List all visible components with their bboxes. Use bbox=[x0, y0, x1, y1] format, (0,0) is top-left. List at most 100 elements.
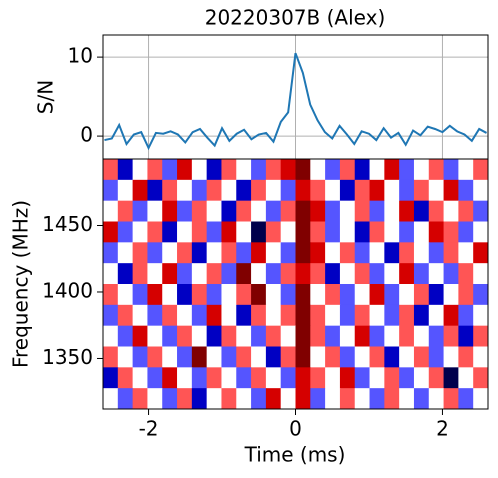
heatmap-cell bbox=[117, 284, 134, 306]
heatmap-cell bbox=[162, 200, 178, 222]
heatmap-cell bbox=[428, 221, 445, 243]
heatmap-cell bbox=[384, 325, 400, 347]
heatmap-cell bbox=[428, 388, 445, 410]
heatmap-cell bbox=[369, 304, 385, 327]
heatmap-cell bbox=[191, 388, 208, 410]
heatmap-cell bbox=[443, 388, 459, 410]
heatmap-cell bbox=[117, 304, 134, 327]
heatmap-cell bbox=[295, 325, 311, 347]
heatmap-cell bbox=[147, 179, 163, 202]
heatmap-cell bbox=[177, 284, 193, 306]
heatmap-cell bbox=[428, 304, 445, 327]
heatmap-cell bbox=[369, 325, 385, 347]
heatmap-cell bbox=[458, 159, 474, 181]
heatmap-cell bbox=[384, 221, 400, 243]
heatmap-cell bbox=[399, 221, 415, 243]
heatmap-cell bbox=[443, 346, 459, 368]
x-tick-label: 0 bbox=[289, 417, 302, 441]
heatmap-cell bbox=[221, 304, 237, 327]
heatmap-cell bbox=[191, 221, 208, 243]
heatmap-cell bbox=[177, 159, 193, 181]
heatmap-cell bbox=[399, 388, 415, 410]
heatmap-cell bbox=[458, 179, 474, 202]
heatmap-cell bbox=[443, 367, 459, 389]
heatmap-cell bbox=[413, 179, 430, 202]
heatmap-cell bbox=[295, 200, 311, 222]
heatmap-cell bbox=[206, 284, 222, 306]
heatmap-cell bbox=[384, 179, 400, 202]
heatmap-cell bbox=[295, 346, 311, 368]
heatmap-cell bbox=[191, 367, 208, 389]
heatmap-cell bbox=[310, 200, 326, 222]
heatmap-cell bbox=[265, 346, 282, 368]
heatmap-cell bbox=[236, 179, 252, 202]
heatmap-cell bbox=[177, 221, 193, 243]
heatmap-cell bbox=[458, 367, 474, 389]
heatmap-cell bbox=[310, 242, 326, 264]
heatmap-cell bbox=[206, 263, 222, 285]
heatmap-cell bbox=[280, 200, 296, 222]
heatmap-cell bbox=[236, 367, 252, 389]
heatmap-cell bbox=[443, 242, 459, 264]
heatmap-cell bbox=[325, 367, 341, 389]
heatmap-cell bbox=[325, 346, 341, 368]
heatmap-cell bbox=[177, 388, 193, 410]
heatmap-cell bbox=[103, 325, 119, 347]
heatmap-cell bbox=[295, 388, 311, 410]
heatmap-cell bbox=[251, 325, 267, 347]
heatmap-cell bbox=[162, 284, 178, 306]
heatmap-cell bbox=[325, 284, 341, 306]
heatmap-cell bbox=[339, 346, 356, 368]
heatmap-cell bbox=[339, 200, 356, 222]
heatmap-cell bbox=[384, 242, 400, 264]
heatmap-cell bbox=[132, 388, 148, 410]
heatmap-cell bbox=[147, 284, 163, 306]
heatmap-cell bbox=[103, 263, 119, 285]
heatmap-cell bbox=[443, 304, 459, 327]
heatmap-cell bbox=[251, 346, 267, 368]
heatmap-cell bbox=[206, 179, 222, 202]
heatmap-cell bbox=[339, 304, 356, 327]
heatmap-cell bbox=[162, 388, 178, 410]
heatmap-cell bbox=[428, 263, 445, 285]
heatmap-cell bbox=[132, 221, 148, 243]
heatmap-cell bbox=[117, 242, 134, 264]
heatmap-cell bbox=[162, 179, 178, 202]
heatmap-cell bbox=[103, 367, 119, 389]
heatmap-cell bbox=[177, 263, 193, 285]
heatmap-cell bbox=[295, 263, 311, 285]
heatmap-cell bbox=[103, 200, 119, 222]
y-tick-label: 1450 bbox=[42, 212, 93, 236]
heatmap-cell bbox=[191, 159, 208, 181]
y-tick-label: 1350 bbox=[42, 345, 93, 369]
sn-line bbox=[104, 52, 488, 151]
heatmap-cell bbox=[354, 200, 371, 222]
heatmap-cell bbox=[399, 200, 415, 222]
heatmap-cell bbox=[399, 242, 415, 264]
heatmap-cell bbox=[117, 263, 134, 285]
y-tick-label: 1400 bbox=[42, 278, 93, 302]
heatmap-cell bbox=[399, 346, 415, 368]
heatmap-cell bbox=[310, 159, 326, 181]
heatmap-cell bbox=[325, 388, 341, 410]
heatmap-cell bbox=[399, 284, 415, 306]
heatmap-cell bbox=[147, 159, 163, 181]
heatmap-cell bbox=[206, 325, 222, 347]
heatmap-cell bbox=[132, 367, 148, 389]
heatmap-cell bbox=[206, 304, 222, 327]
heatmap-cell bbox=[354, 179, 371, 202]
heatmap-cell bbox=[162, 263, 178, 285]
heatmap-cell bbox=[206, 346, 222, 368]
heatmap-cell bbox=[339, 325, 356, 347]
heatmap-cell bbox=[162, 367, 178, 389]
heatmap-cell bbox=[384, 346, 400, 368]
heatmap-cell bbox=[399, 304, 415, 327]
heatmap-cell bbox=[354, 242, 371, 264]
heatmap-cell bbox=[132, 346, 148, 368]
heatmap-cell bbox=[473, 304, 489, 327]
heatmap-cell bbox=[236, 284, 252, 306]
heatmap-cell bbox=[117, 388, 134, 410]
heatmap-cell bbox=[177, 200, 193, 222]
heatmap-cell bbox=[265, 221, 282, 243]
